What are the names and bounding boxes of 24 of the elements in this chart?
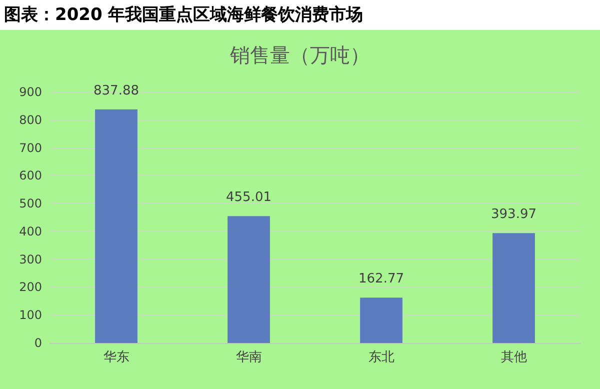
y-tick-label: 700 xyxy=(19,140,42,155)
y-tick-label: 600 xyxy=(19,168,42,183)
x-tick-label: 东北 xyxy=(368,350,394,365)
y-tick-label: 800 xyxy=(19,112,42,127)
y-tick-label: 900 xyxy=(19,85,42,99)
y-tick-label: 400 xyxy=(19,224,42,238)
y-tick-label: 500 xyxy=(19,196,42,211)
bar xyxy=(492,233,535,343)
chart-subtitle: 销售量（万吨） xyxy=(229,43,370,67)
y-tick-label: 300 xyxy=(19,252,42,266)
y-tick-label: 100 xyxy=(19,308,42,322)
chart-title: 图表：2020 年我国重点区域海鲜餐饮消费市场 xyxy=(3,4,364,27)
data-label: 455.01 xyxy=(226,190,272,206)
x-tick-label: 华南 xyxy=(236,350,262,365)
bar xyxy=(95,109,138,343)
y-tick-label: 200 xyxy=(19,280,42,294)
bar xyxy=(228,216,270,343)
data-label: 837.88 xyxy=(94,83,139,98)
x-tick-label: 华东 xyxy=(103,350,130,365)
bar xyxy=(360,298,402,343)
data-label: 162.77 xyxy=(358,272,404,287)
y-tick-label: 0 xyxy=(34,336,42,350)
x-tick-label: 其他 xyxy=(500,350,527,365)
data-label: 393.97 xyxy=(491,207,536,222)
